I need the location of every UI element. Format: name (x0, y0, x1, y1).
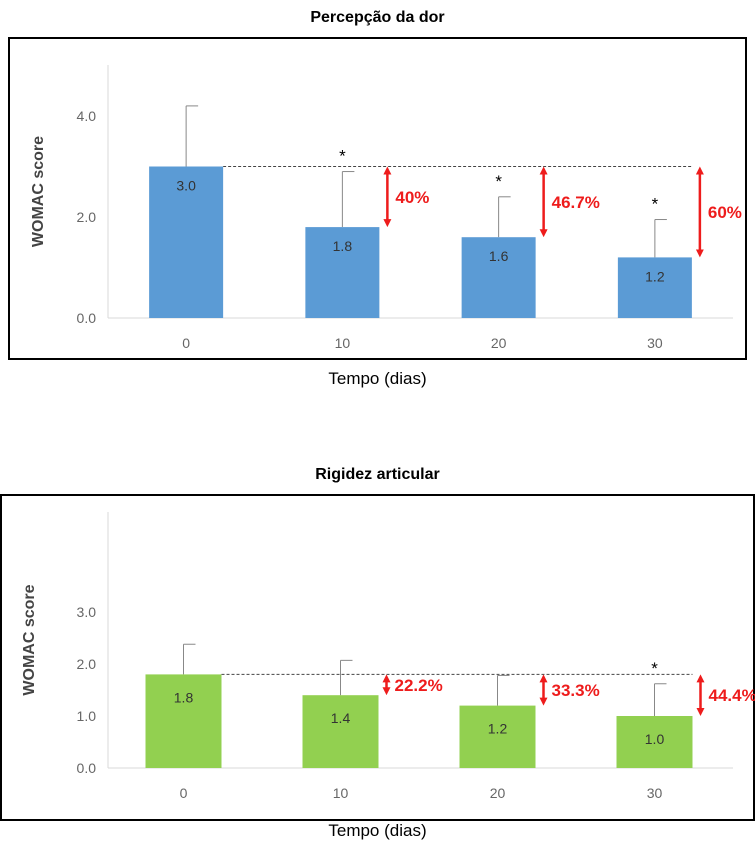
x-tick-label: 0 (182, 335, 190, 351)
bar-value-label: 1.0 (645, 731, 665, 747)
x-tick-label: 10 (335, 335, 351, 351)
bar-0 (149, 166, 224, 318)
x-tick-label: 10 (333, 785, 349, 801)
reduction-label: 60% (708, 203, 742, 222)
x-tick-label: 0 (180, 785, 188, 801)
x-tick-label: 20 (490, 785, 506, 801)
x-axis-label-stiffness: Tempo (dias) (328, 821, 427, 840)
bar-30 (617, 257, 692, 318)
y-axis-label: WOMAC score (21, 584, 38, 695)
significance-marker: * (495, 172, 502, 191)
bar-10 (302, 695, 379, 768)
bar-0 (145, 674, 222, 768)
bar-value-label: 1.8 (333, 238, 353, 254)
bar-value-label: 1.4 (331, 710, 351, 726)
reduction-label: 44.4% (709, 686, 755, 705)
chart-title-pain: Percepção da dor (310, 9, 445, 26)
x-tick-label: 30 (647, 335, 663, 351)
y-tick-label: 0.0 (77, 760, 97, 776)
y-tick-label: 3.0 (77, 604, 97, 620)
significance-marker: * (652, 195, 659, 214)
y-tick-label: 2.0 (77, 209, 97, 225)
chart-title-stiffness: Rigidez articular (315, 466, 440, 483)
significance-marker: * (651, 659, 658, 678)
y-tick-label: 2.0 (77, 656, 97, 672)
y-axis-label: WOMAC score (30, 136, 47, 247)
reduction-label: 22.2% (395, 676, 443, 695)
x-tick-label: 30 (647, 785, 663, 801)
y-tick-label: 0.0 (77, 310, 97, 326)
bar-value-label: 1.8 (174, 689, 194, 705)
significance-marker: * (339, 147, 346, 166)
x-axis-label-pain: Tempo (dias) (328, 369, 427, 388)
reduction-label: 40% (395, 188, 429, 207)
y-tick-label: 1.0 (77, 708, 97, 724)
bar-10 (305, 227, 380, 318)
x-tick-label: 20 (491, 335, 507, 351)
reduction-label: 33.3% (552, 681, 600, 700)
bar-20 (461, 237, 536, 318)
y-tick-label: 4.0 (77, 108, 97, 124)
bar-value-label: 1.6 (489, 248, 509, 264)
bar-30 (616, 716, 693, 768)
bar-value-label: 3.0 (176, 178, 196, 194)
bar-value-label: 1.2 (488, 721, 508, 737)
bar-20 (459, 705, 536, 768)
bar-value-label: 1.2 (645, 268, 665, 284)
reduction-label: 46.7% (552, 193, 600, 212)
